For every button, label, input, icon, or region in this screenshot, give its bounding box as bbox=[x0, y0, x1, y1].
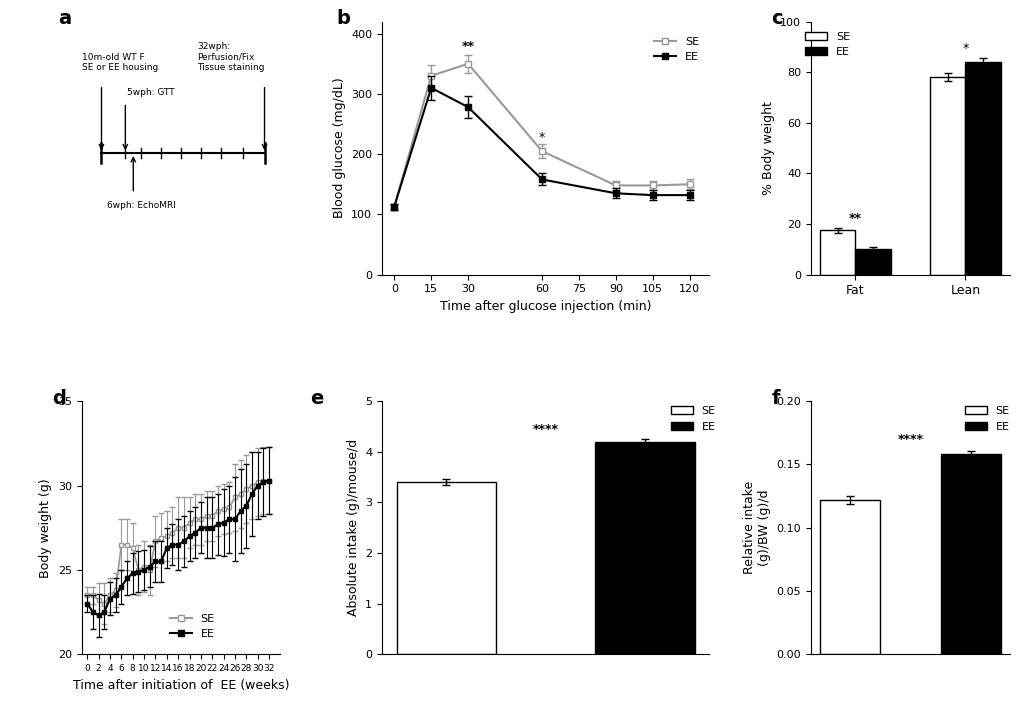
Legend: SE, EE: SE, EE bbox=[649, 32, 703, 67]
Bar bbox=[819, 230, 855, 275]
Text: **: ** bbox=[462, 40, 474, 53]
Bar bbox=[929, 77, 965, 275]
Text: ****: **** bbox=[897, 433, 922, 446]
Bar bbox=[965, 62, 1000, 275]
Legend: SE, EE: SE, EE bbox=[665, 402, 719, 436]
Text: **: ** bbox=[848, 211, 861, 224]
Legend: SE, EE: SE, EE bbox=[165, 609, 219, 644]
Legend: SE, EE: SE, EE bbox=[959, 402, 1013, 436]
Legend: SE, EE: SE, EE bbox=[800, 27, 854, 62]
Text: 10m-old WT F
SE or EE housing: 10m-old WT F SE or EE housing bbox=[82, 52, 158, 72]
Bar bbox=[396, 482, 495, 654]
X-axis label: Time after glucose injection (min): Time after glucose injection (min) bbox=[439, 300, 651, 313]
Y-axis label: % Body weight: % Body weight bbox=[761, 101, 773, 195]
Text: *: * bbox=[961, 42, 968, 55]
Text: ****: **** bbox=[532, 423, 558, 436]
Y-axis label: Relative intake
(g)/BW (g)/d: Relative intake (g)/BW (g)/d bbox=[742, 481, 770, 574]
Text: b: b bbox=[336, 9, 350, 28]
Y-axis label: Blood glucose (mg/dL): Blood glucose (mg/dL) bbox=[332, 78, 345, 219]
Y-axis label: Body weight (g): Body weight (g) bbox=[39, 478, 52, 577]
Text: 6wph: EchoMRI: 6wph: EchoMRI bbox=[107, 201, 176, 210]
Bar bbox=[819, 500, 879, 654]
Text: e: e bbox=[310, 388, 323, 408]
Text: a: a bbox=[58, 9, 70, 28]
Text: f: f bbox=[770, 388, 779, 408]
X-axis label: Time after initiation of  EE (weeks): Time after initiation of EE (weeks) bbox=[72, 679, 289, 692]
Text: *: * bbox=[538, 131, 544, 144]
Y-axis label: Absolute intake (g)/mouse/d: Absolute intake (g)/mouse/d bbox=[346, 439, 360, 616]
Text: 5wph: GTT: 5wph: GTT bbox=[127, 88, 175, 98]
Bar bbox=[940, 454, 1000, 654]
Bar bbox=[595, 441, 694, 654]
Text: 32wph:
Perfusion/Fix
Tissue staining: 32wph: Perfusion/Fix Tissue staining bbox=[197, 42, 264, 72]
Bar bbox=[855, 249, 890, 275]
Text: d: d bbox=[52, 388, 65, 408]
Text: c: c bbox=[770, 9, 782, 28]
